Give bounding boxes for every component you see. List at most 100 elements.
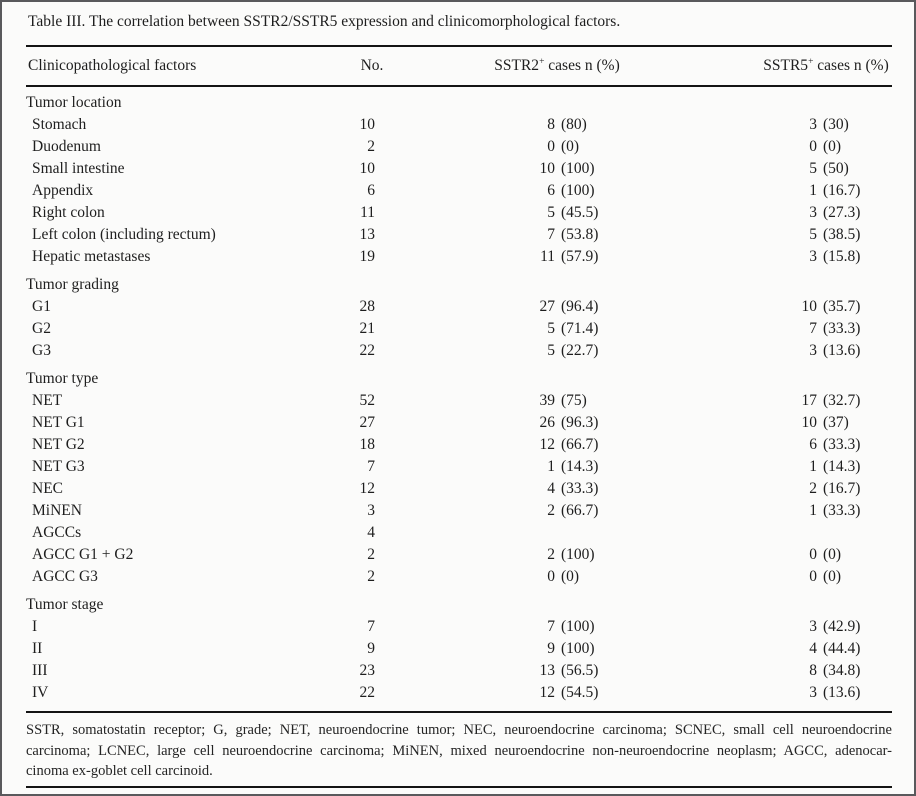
cell-sstr5-value: 0 (0) [655, 568, 892, 586]
column-header-sstr5-base: SSTR5 [763, 57, 809, 74]
sstr2-count: 2 [547, 502, 555, 519]
sstr5-percent: (16.7) [823, 480, 861, 497]
sstr5-percent: (0) [823, 568, 842, 585]
row-label: Left colon (including rectum) [32, 226, 216, 243]
row-label: Right colon [32, 204, 105, 221]
sstr2-percent: (96.3) [561, 414, 599, 431]
table-row: AGCCs 4 [26, 522, 892, 544]
cell-sstr5-value: 17 (32.7) [655, 392, 892, 410]
cell-sstr2-value: 6 (100) [375, 182, 655, 200]
sstr5-percent: (38.5) [823, 226, 861, 243]
sstr2-count: 9 [547, 640, 555, 657]
rule-header-separator [26, 85, 892, 87]
cell-no-value: 3 [367, 502, 375, 519]
cell-sstr5-value: 3 (13.6) [655, 342, 892, 360]
sstr5-percent: (30) [823, 116, 849, 133]
sstr5-percent: (44.4) [823, 640, 861, 657]
sstr2-percent: (56.5) [561, 662, 599, 679]
sstr2-count: 2 [547, 546, 555, 563]
cell-no-value: 7 [367, 458, 375, 475]
cell-sstr2-value: 9 (100) [375, 640, 655, 658]
cell-sstr5-value: 0 (0) [655, 546, 892, 564]
sstr2-count: 8 [547, 116, 555, 133]
row-label: Stomach [32, 116, 87, 133]
cell-sstr5-value: 10 (37) [655, 414, 892, 432]
footnote-line: SSTR, somatostatin receptor; G, grade; N… [26, 722, 892, 738]
table-row: NET G2 18 12 (66.7) 6 (33.3) [26, 434, 892, 456]
sstr2-count: 12 [539, 684, 556, 701]
table-row: Left colon (including rectum) 13 7 (53.8) 5 (… [26, 224, 892, 246]
sstr2-percent: (66.7) [561, 502, 599, 519]
sstr2-percent: (0) [561, 138, 580, 155]
row-label: Duodenum [32, 138, 101, 155]
section-header-label: Tumor stage [26, 596, 104, 613]
cell-sstr5-value: 3 (13.6) [655, 684, 892, 702]
cell-sstr2-value: 11 (57.9) [375, 248, 655, 266]
sstr2-percent: (100) [561, 546, 595, 563]
table-row: Appendix 6 6 (100) 1 (16.7) [26, 180, 892, 202]
sstr2-percent: (96.4) [561, 298, 599, 315]
footnote-line: carcinoma; LCNEC, large cell neuroendocr… [26, 742, 892, 759]
column-header-sstr5: SSTR5+ cases n (%) [763, 56, 889, 76]
sstr5-percent: (27.3) [823, 204, 861, 221]
superscript-plus-icon: + [539, 56, 545, 67]
cell-sstr5-value: 3 (27.3) [655, 204, 892, 222]
section-header-row: Tumor grading [26, 274, 892, 296]
cell-no-value: 4 [367, 524, 375, 541]
sstr2-count: 39 [539, 392, 556, 409]
cell-sstr2-value: 5 (22.7) [375, 342, 655, 360]
footnote-line: cinoma ex-goblet cell carcinoid. [26, 763, 213, 779]
table-content: Table III. The correlation between SSTR2… [26, 2, 892, 794]
sstr2-percent: (75) [561, 392, 587, 409]
sstr2-percent: (45.5) [561, 204, 599, 221]
cell-sstr5-value: 3 (30) [655, 116, 892, 134]
cell-no-value: 7 [367, 618, 375, 635]
table-row: AGCC G1 + G2 2 2 (100) 0 (0) [26, 544, 892, 566]
sstr5-percent: (50) [823, 160, 849, 177]
cell-sstr2-value: 26 (96.3) [375, 414, 655, 432]
table-row: G1 28 27 (96.4) 10 (35.7) [26, 296, 892, 318]
sstr5-count: 3 [809, 618, 817, 635]
row-label: III [32, 662, 48, 679]
cell-no-value: 18 [359, 436, 376, 453]
cell-sstr5-value: 1 (14.3) [655, 458, 892, 476]
sstr5-count: 1 [809, 182, 817, 199]
row-label: NET G2 [32, 436, 85, 453]
row-label: NET G1 [32, 414, 85, 431]
cell-no-value: 27 [359, 414, 376, 431]
table-row: Stomach 10 8 (80) 3 (30) [26, 114, 892, 136]
sstr2-percent: (0) [561, 568, 580, 585]
sstr5-count: 3 [809, 684, 817, 701]
cell-sstr2-value: 27 (96.4) [375, 298, 655, 316]
row-label: AGCC G1 + G2 [32, 546, 134, 563]
sstr2-count: 10 [539, 160, 556, 177]
sstr2-count: 27 [539, 298, 556, 315]
sstr2-percent: (71.4) [561, 320, 599, 337]
table-row: IV 22 12 (54.5) 3 (13.6) [26, 682, 892, 704]
sstr5-percent: (13.6) [823, 684, 861, 701]
table-row: MiNEN 3 2 (66.7) 1 (33.3) [26, 500, 892, 522]
cell-sstr5-value: 8 (34.8) [655, 662, 892, 680]
sstr5-percent: (0) [823, 138, 842, 155]
cell-sstr2-value: 7 (53.8) [375, 226, 655, 244]
row-label: AGCCs [32, 524, 82, 541]
table-row: Right colon 11 5 (45.5) 3 (27.3) [26, 202, 892, 224]
sstr5-count: 0 [809, 138, 817, 155]
table-row: NEC 12 4 (33.3) 2 (16.7) [26, 478, 892, 500]
sstr5-count: 3 [809, 116, 817, 133]
sstr5-count: 5 [809, 226, 817, 243]
cell-sstr5-value: 3 (42.9) [655, 618, 892, 636]
sstr5-count: 1 [809, 458, 817, 475]
sstr5-percent: (34.8) [823, 662, 861, 679]
cell-sstr5-value: 1 (16.7) [655, 182, 892, 200]
cell-sstr5-value: 10 (35.7) [655, 298, 892, 316]
table-row: NET G1 27 26 (96.3) 10 (37) [26, 412, 892, 434]
sstr2-percent: (33.3) [561, 480, 599, 497]
cell-sstr2-value: 4 (33.3) [375, 480, 655, 498]
sstr5-count: 10 [801, 298, 818, 315]
sstr5-count: 10 [801, 414, 818, 431]
section-header-row: Tumor type [26, 368, 892, 390]
table-row: NET G3 7 1 (14.3) 1 (14.3) [26, 456, 892, 478]
cell-sstr2-value: 5 (45.5) [375, 204, 655, 222]
